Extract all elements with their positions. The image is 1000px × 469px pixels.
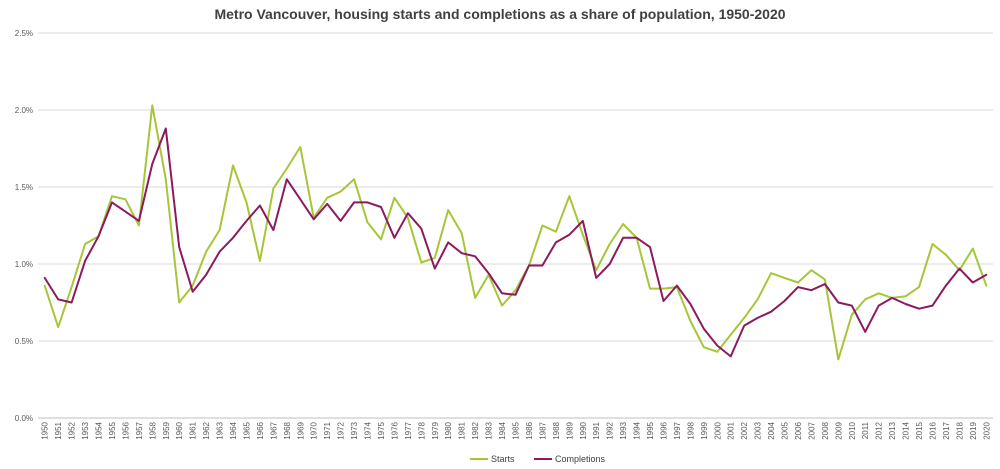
x-tick-label: 1951 xyxy=(54,421,63,439)
x-tick-label: 1982 xyxy=(471,421,480,439)
x-tick-label: 1971 xyxy=(323,421,332,439)
y-tick-label: 2.5% xyxy=(15,29,33,38)
y-tick-label: 0.0% xyxy=(15,414,33,423)
x-tick-label: 1978 xyxy=(417,421,426,439)
x-tick-label: 1975 xyxy=(377,421,386,439)
gridlines xyxy=(38,32,993,419)
x-tick-label: 2014 xyxy=(902,421,911,439)
x-axis-tick-labels: 1950 1951 1952 1953 1954 1955 1956 1957 1958 1959… xyxy=(41,421,992,439)
x-tick-label: 2009 xyxy=(834,421,843,439)
x-tick-label: 1967 xyxy=(269,421,278,439)
series-lines xyxy=(43,104,988,361)
legend-item-starts: Starts xyxy=(470,454,515,464)
y-tick-label: 2.0% xyxy=(15,106,33,115)
x-tick-label: 2005 xyxy=(781,421,790,439)
x-tick-label: 1987 xyxy=(538,421,547,439)
x-tick-label: 1990 xyxy=(579,421,588,439)
x-tick-label: 2016 xyxy=(928,421,937,439)
x-tick-label: 2002 xyxy=(740,421,749,439)
x-tick-label: 1993 xyxy=(619,421,628,439)
x-tick-label: 1980 xyxy=(444,421,453,439)
legend-item-completions: Completions xyxy=(534,454,606,464)
y-tick-label: 1.0% xyxy=(15,260,33,269)
x-tick-label: 2019 xyxy=(969,421,978,439)
x-tick-label: 1955 xyxy=(108,421,117,439)
y-tick-label: 0.5% xyxy=(15,337,33,346)
x-tick-label: 2000 xyxy=(713,421,722,439)
x-tick-label: 1985 xyxy=(512,421,521,439)
legend: Starts Completions xyxy=(470,454,606,464)
x-tick-label: 1969 xyxy=(296,421,305,439)
x-tick-label: 1950 xyxy=(41,421,50,439)
y-tick-label: 1.5% xyxy=(15,183,33,192)
chart-title: Metro Vancouver, housing starts and comp… xyxy=(214,6,786,22)
x-tick-label: 2015 xyxy=(915,421,924,439)
x-tick-label: 1983 xyxy=(485,421,494,439)
y-axis-tick-labels: 0.0% 0.5% 1.0% 1.5% 2.0% 2.5% xyxy=(15,29,33,423)
x-tick-label: 2013 xyxy=(888,421,897,439)
x-tick-label: 2004 xyxy=(767,421,776,439)
x-tick-label: 1953 xyxy=(81,421,90,439)
x-tick-label: 1972 xyxy=(337,421,346,439)
x-tick-label: 2020 xyxy=(982,421,991,439)
x-tick-label: 2007 xyxy=(807,421,816,439)
x-tick-label: 1991 xyxy=(592,421,601,439)
x-tick-label: 1994 xyxy=(633,421,642,439)
x-tick-label: 1976 xyxy=(390,421,399,439)
x-tick-label: 1954 xyxy=(95,421,104,439)
x-tick-label: 2017 xyxy=(942,421,951,439)
x-tick-label: 1998 xyxy=(686,421,695,439)
x-tick-label: 1997 xyxy=(673,421,682,439)
x-tick-label: 1962 xyxy=(202,421,211,439)
series-line-completions xyxy=(43,127,988,358)
x-tick-label: 1957 xyxy=(135,421,144,439)
x-tick-label: 1995 xyxy=(646,421,655,439)
x-tick-label: 1984 xyxy=(498,421,507,439)
x-tick-label: 1981 xyxy=(458,421,467,439)
x-tick-label: 1966 xyxy=(256,421,265,439)
x-tick-label: 1979 xyxy=(431,421,440,439)
x-tick-label: 1999 xyxy=(700,421,709,439)
x-tick-label: 1970 xyxy=(310,421,319,439)
legend-label: Completions xyxy=(555,454,606,464)
x-tick-label: 1960 xyxy=(175,421,184,439)
x-tick-label: 1952 xyxy=(68,421,77,439)
x-tick-label: 2011 xyxy=(861,421,870,439)
x-tick-label: 1956 xyxy=(121,421,130,439)
x-tick-label: 1958 xyxy=(148,421,157,439)
series-line-starts xyxy=(43,104,988,361)
x-tick-label: 2018 xyxy=(955,421,964,439)
x-tick-label: 2010 xyxy=(848,421,857,439)
x-tick-label: 2006 xyxy=(794,421,803,439)
x-tick-label: 2001 xyxy=(727,421,736,439)
legend-label: Starts xyxy=(491,454,515,464)
x-tick-label: 1968 xyxy=(283,421,292,439)
x-tick-label: 1986 xyxy=(525,421,534,439)
x-tick-label: 1973 xyxy=(350,421,359,439)
x-tick-label: 1988 xyxy=(552,421,561,439)
x-tick-label: 1965 xyxy=(242,421,251,439)
x-tick-label: 2008 xyxy=(821,421,830,439)
x-tick-label: 1959 xyxy=(162,421,171,439)
x-tick-label: 1963 xyxy=(216,421,225,439)
x-tick-label: 1974 xyxy=(364,421,373,439)
x-tick-label: 1996 xyxy=(659,421,668,439)
x-tick-label: 1989 xyxy=(565,421,574,439)
x-tick-label: 2003 xyxy=(754,421,763,439)
x-tick-label: 1964 xyxy=(229,421,238,439)
x-tick-label: 2012 xyxy=(875,421,884,439)
x-tick-label: 1992 xyxy=(606,421,615,439)
x-tick-label: 1977 xyxy=(404,421,413,439)
x-tick-label: 1961 xyxy=(189,421,198,439)
